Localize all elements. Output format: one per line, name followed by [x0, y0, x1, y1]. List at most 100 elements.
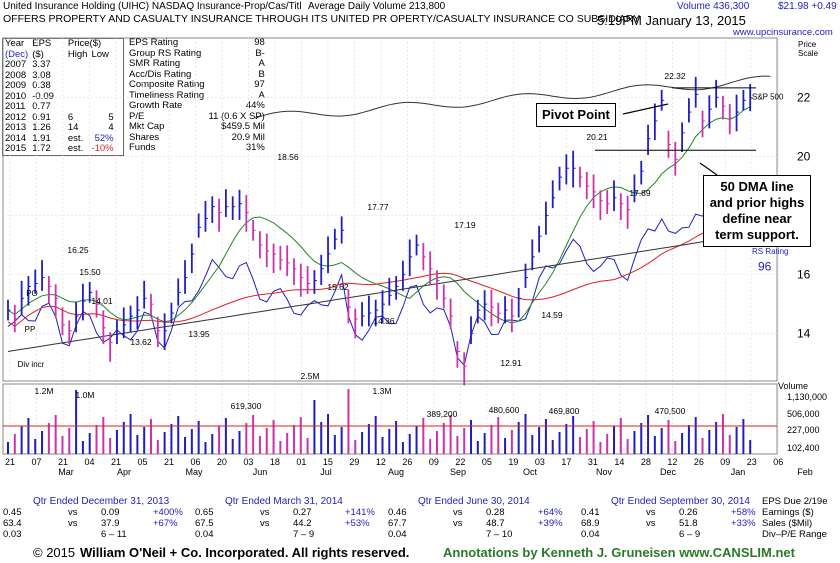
eps-sub-low: Low [91, 48, 109, 60]
eps-cell: 52% [94, 132, 114, 144]
eps-cell: 2015 [5, 143, 27, 154]
copyright-symbol: © 2015 [33, 545, 76, 560]
quarter-title: Qtr Ended September 30, 2014 [611, 496, 750, 507]
price-point-label: 13.95 [188, 329, 210, 339]
x-tick-label: 21 [5, 457, 15, 467]
x-tick-label: 28 [641, 457, 651, 467]
eps-cell: 14 [67, 122, 79, 133]
price-point-label: 17.77 [367, 202, 389, 212]
eps-row: 2013 1.26 14 4 [3, 122, 116, 134]
ma-200-line [7, 195, 751, 327]
quarter-cell: +39% [538, 518, 563, 529]
eps-sub-usd: ($) [32, 48, 44, 60]
quarter-cell: 0.28 [486, 507, 505, 518]
chart-marker-label: PO [26, 289, 38, 298]
long-term-ma-line [7, 233, 751, 352]
eps-cell: 0.77 [32, 101, 51, 112]
price-point-label: 15.62 [327, 282, 349, 292]
rating-row: Composite Rating 97 [127, 79, 267, 91]
company-url[interactable]: www.upcinsurance.com [733, 27, 833, 38]
eps-col-price: Price($) [67, 38, 102, 49]
month-label: Aug [388, 467, 404, 477]
eps-cell: 3.08 [32, 69, 51, 81]
month-label: Oct [523, 467, 538, 477]
x-tick-label: 20 [217, 457, 227, 467]
x-tick-label: 12 [376, 457, 386, 467]
quarter-cell: +33% [731, 518, 756, 529]
eps-due-label: Div–P/E Range [762, 529, 827, 540]
quarter-cell: 6 – 11 [101, 529, 127, 540]
quarter-title: Qtr Ended June 30, 2014 [418, 496, 530, 507]
rs-rating-value: 96 [758, 260, 772, 274]
rating-value: $459.5 Mil [221, 121, 265, 132]
x-tick-label: 01 [296, 457, 306, 467]
eps-col-year: Year [5, 38, 25, 49]
rating-label: Group RS Rating [129, 47, 202, 59]
ratings-table: EPS Rating 98 Group RS Rating B- SMR Rating A… [127, 37, 265, 154]
eps-cell: 2011 [5, 101, 26, 112]
x-tick-label: 06 [190, 457, 200, 467]
rating-row: SMR Rating A [127, 58, 267, 70]
eps-cell: 2014 [5, 132, 27, 144]
rating-row: Group RS Rating B- [127, 47, 267, 60]
rating-value: B [258, 68, 265, 80]
eps-cell: 5 [108, 111, 114, 123]
volume-point-label: 480,600 [489, 405, 520, 415]
x-tick-label: 17 [561, 457, 571, 467]
quarter-cell: vs [646, 507, 656, 518]
volume-tick-label: 102,400 [787, 443, 820, 453]
quarter-cell: 67.7 [388, 518, 407, 529]
sp500-line [254, 75, 771, 119]
price-point-label: 17.89 [629, 188, 651, 198]
rating-label: Shares [129, 131, 160, 143]
price-point-label: 14.01 [91, 296, 113, 306]
price-tick-label: 22 [797, 90, 811, 104]
price-scale-label: Price Scale [798, 40, 819, 58]
rating-label: Timeliness Rating [129, 89, 205, 101]
price-change: $21.98 +0.49 [778, 1, 837, 12]
volume-point-label: 470,500 [655, 406, 686, 416]
rating-value: 31% [245, 142, 265, 153]
x-tick-label: 21 [164, 457, 174, 467]
month-label: Sep [450, 467, 466, 477]
eps-history-table: Year EPS Price($) (Dec) ($) High Low 200… [2, 38, 124, 156]
month-label: Apr [117, 467, 131, 477]
quarter-cell: 0.04 [388, 529, 407, 540]
eps-cell: est. [67, 132, 84, 144]
price-point-label: 22.32 [664, 71, 686, 81]
quarter-cell: 0.26 [679, 507, 698, 518]
quarter-cell: 0.03 [3, 529, 22, 540]
volume-point-label: 2.5M [301, 371, 320, 381]
eps-cell: 1.72 [32, 143, 51, 154]
quarter-cell: vs [68, 518, 78, 529]
quarter-cell: 68.9 [581, 518, 600, 529]
pivot-arrow [622, 103, 669, 115]
x-tick-label: 26 [694, 457, 704, 467]
eps-row: 2010 -0.09 [3, 91, 116, 103]
quarter-cell: +400% [153, 507, 183, 518]
quarter-cell: 6 – 9 [679, 529, 701, 540]
rating-label: Composite Rating [129, 79, 205, 90]
timestamp: 5:19PM January 13, 2015 [597, 13, 746, 28]
copyright-text: William O'Neil + Co. Incorporated. All r… [80, 545, 410, 560]
month-label: Nov [596, 467, 613, 477]
eps-cell: 0.91 [32, 111, 51, 123]
quarter-cell: 48.7 [486, 518, 505, 529]
eps-cell: -10% [91, 143, 114, 154]
month-label: Jul [320, 467, 332, 477]
x-tick-label: 05 [482, 457, 492, 467]
quarter-cell: 0.04 [195, 529, 214, 540]
avg-volume: Average Daily Volume 213,800 [308, 1, 446, 12]
annotation-credit: Annotations by Kenneth J. Gruneisen www.… [443, 545, 795, 560]
quarter-cell: 37.9 [101, 518, 120, 529]
volume-readout: Volume 436,300 [677, 1, 750, 12]
rating-row: P/E 11 (0.6 X SP) [127, 111, 267, 123]
eps-row: 2009 0.38 [3, 80, 116, 92]
rating-value: 98 [254, 37, 265, 48]
support-callout: 50 DMA line and prior highs define near … [703, 175, 811, 247]
x-tick-label: 09 [429, 457, 439, 467]
x-tick-label: 18 [270, 457, 280, 467]
quarter-cell: +141% [345, 507, 375, 518]
volume-point-label: 1.2M [35, 386, 54, 396]
price-point-label: 14.59 [541, 310, 563, 320]
